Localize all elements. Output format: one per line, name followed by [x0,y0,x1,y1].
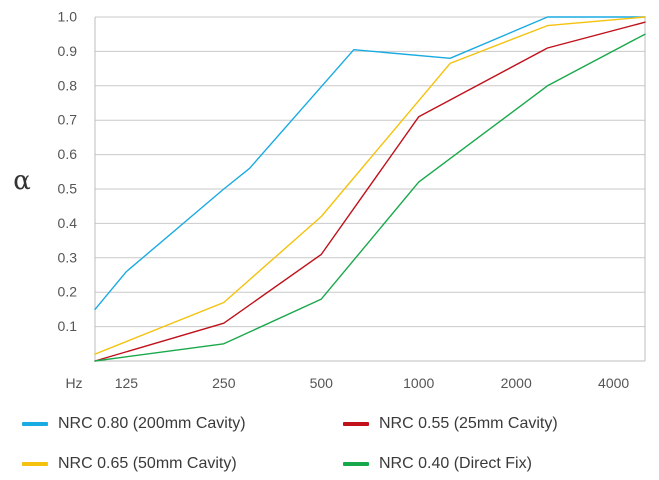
legend-item: NRC 0.80 (200mm Cavity) [22,412,246,436]
legend-swatch [343,422,369,426]
legend-label: NRC 0.80 (200mm Cavity) [58,415,246,432]
legend-swatch [343,462,369,466]
legend-swatch [22,462,48,466]
legend-label: NRC 0.65 (50mm Cavity) [58,455,237,472]
y-tick-label: 0.7 [58,112,78,128]
x-tick-label: 1000 [403,375,434,391]
y-tick-label: 0.8 [58,77,78,93]
y-tick-label: 1.0 [58,9,78,25]
x-tick-label: 125 [115,375,139,391]
y-tick-label: 0.6 [58,146,78,162]
y-tick-label: 0.9 [58,43,78,59]
legend-label: NRC 0.40 (Direct Fix) [379,455,532,472]
y-tick-label: 0.5 [58,181,78,197]
legend-swatch [22,422,48,426]
legend-item: NRC 0.40 (Direct Fix) [343,452,532,476]
y-tick-label: 0.2 [58,284,78,300]
axes [94,17,646,362]
x-tick-label: 250 [212,375,236,391]
series-line [94,16,646,311]
series-line [94,21,646,362]
legend-item: NRC 0.55 (25mm Cavity) [343,412,558,436]
y-tick-label: 0.4 [58,215,78,231]
x-tick-label: 4000 [598,375,629,391]
series-line [94,33,646,362]
legend: NRC 0.80 (200mm Cavity) NRC 0.55 (25mm C… [0,392,659,480]
gridlines [95,16,645,328]
series-line [94,16,646,355]
y-axis-label: α [13,166,31,196]
y-tick-label: 0.1 [58,318,78,334]
y-tick-label: 0.3 [58,249,78,265]
series-lines [94,16,646,362]
x-tick-label: 2000 [501,375,532,391]
legend-label: NRC 0.55 (25mm Cavity) [379,415,558,432]
x-axis-label: Hz [65,375,82,391]
tick-labels: 0.1 0.2 0.3 0.4 0.5 0.6 0.7 0.8 0.9 1.0 125 250 500 1… [13,9,629,392]
legend-item: NRC 0.65 (50mm Cavity) [22,452,237,476]
x-tick-label: 500 [310,375,334,391]
